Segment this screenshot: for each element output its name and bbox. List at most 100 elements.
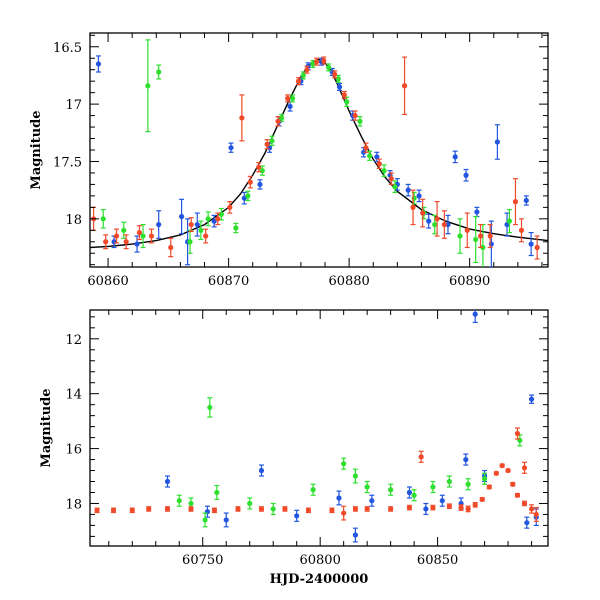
data-point: [534, 235, 540, 260]
data-point: [364, 506, 370, 512]
data-point: [472, 502, 478, 508]
point-marker: [463, 172, 469, 178]
x-tick-label: 60880: [328, 274, 369, 289]
point-marker: [494, 139, 500, 145]
data-point: [146, 506, 152, 512]
point-marker: [176, 498, 182, 504]
point-marker: [473, 236, 479, 243]
point-marker: [215, 216, 221, 222]
data-point: [202, 512, 208, 528]
y-tick-label: 12: [65, 333, 82, 348]
data-point: [430, 480, 436, 494]
point-marker: [341, 461, 347, 467]
data-point: [168, 237, 174, 258]
data-point: [488, 220, 494, 267]
data-point: [411, 489, 417, 502]
point-marker: [270, 506, 276, 512]
point-marker: [194, 221, 200, 228]
data-point: [416, 189, 422, 203]
point-marker: [113, 233, 120, 239]
point-marker: [534, 244, 540, 251]
data-point: [205, 211, 211, 227]
data-point: [247, 175, 253, 189]
y-tick-label: 18: [65, 497, 82, 512]
data-point: [510, 481, 516, 487]
point-marker: [203, 233, 209, 239]
y-tick-label: 16.5: [53, 41, 82, 56]
data-point: [344, 96, 350, 108]
data-point: [336, 490, 342, 506]
point-marker: [364, 506, 370, 512]
point-marker: [305, 507, 312, 513]
point-marker: [528, 241, 534, 247]
point-marker: [313, 59, 320, 65]
data-point: [164, 506, 171, 512]
data-point: [294, 509, 300, 522]
data-point: [332, 70, 338, 79]
data-point: [136, 225, 143, 241]
data-point: [341, 457, 347, 470]
data-point: [426, 213, 432, 229]
point-marker: [300, 72, 306, 79]
point-marker: [479, 496, 485, 502]
point-marker: [110, 507, 117, 513]
series-1: [176, 397, 523, 528]
point-marker: [514, 492, 521, 498]
data-point: [381, 164, 387, 177]
data-point: [374, 151, 380, 163]
point-marker: [335, 76, 341, 82]
point-marker: [140, 233, 146, 239]
data-point: [148, 228, 155, 244]
point-marker: [510, 481, 516, 487]
x-tick-label: 60860: [87, 274, 128, 289]
data-point: [235, 506, 241, 512]
y-tick-label: 14: [65, 388, 82, 403]
data-point: [473, 215, 479, 264]
data-point: [207, 397, 213, 418]
point-marker: [202, 517, 208, 523]
point-marker: [321, 57, 327, 64]
point-marker: [488, 241, 494, 247]
data-point: [472, 310, 478, 323]
data-point: [369, 494, 375, 507]
data-point: [228, 142, 234, 153]
point-marker: [294, 513, 300, 519]
point-marker: [446, 503, 452, 509]
point-marker: [145, 83, 151, 89]
data-point: [512, 178, 519, 226]
point-marker: [227, 204, 233, 210]
point-marker: [136, 229, 143, 236]
data-point: [145, 39, 151, 133]
point-marker: [363, 145, 369, 151]
data-point: [457, 218, 463, 254]
point-marker: [381, 168, 387, 174]
point-marker: [187, 239, 193, 245]
point-marker: [235, 506, 241, 512]
data-point: [493, 470, 499, 476]
data-point: [388, 172, 394, 186]
series-0: [95, 55, 534, 267]
data-point: [134, 235, 140, 253]
data-point: [198, 220, 204, 241]
point-marker: [441, 221, 447, 228]
data-point: [326, 63, 332, 72]
point-marker: [477, 233, 484, 239]
point-marker: [207, 404, 213, 411]
data-point: [363, 142, 369, 153]
point-marker: [472, 502, 478, 508]
point-marker: [341, 510, 347, 516]
data-area: [94, 310, 539, 543]
point-marker: [523, 197, 529, 204]
data-point: [336, 82, 343, 91]
y-tick-label: 17.5: [53, 155, 82, 170]
point-marker: [505, 467, 511, 474]
data-point: [270, 502, 276, 516]
point-marker: [392, 184, 398, 190]
point-marker: [310, 487, 316, 493]
data-point: [245, 190, 251, 202]
data-point: [188, 217, 194, 233]
data-point: [113, 228, 120, 244]
data-point: [430, 504, 436, 511]
data-point: [474, 206, 480, 218]
point-marker: [285, 95, 291, 101]
